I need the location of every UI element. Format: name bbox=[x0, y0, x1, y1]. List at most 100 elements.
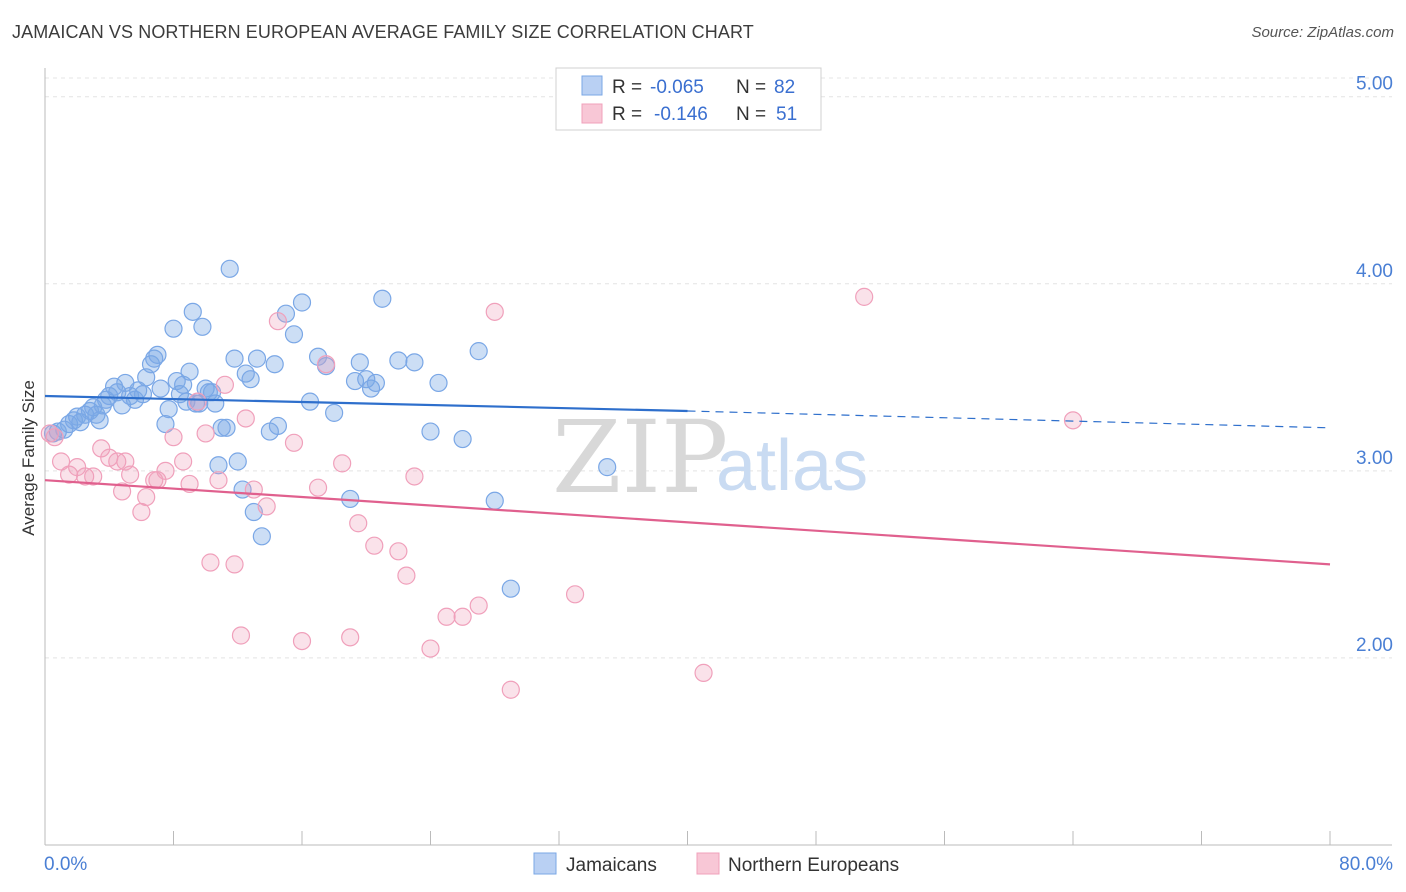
point-jamaicans bbox=[268, 416, 288, 436]
point-jamaicans bbox=[284, 325, 304, 344]
bottom-legend-swatch-northern-europeans bbox=[696, 852, 720, 875]
point-northern-europeans bbox=[164, 428, 183, 447]
legend-n-value-2: 51 bbox=[776, 104, 797, 125]
y-tick-label: 4.00 bbox=[1356, 261, 1393, 282]
point-jamaicans bbox=[598, 458, 617, 477]
point-jamaicans bbox=[159, 400, 178, 419]
trend-line-northern-europeans bbox=[44, 479, 1331, 566]
point-northern-europeans bbox=[292, 631, 312, 651]
point-jamaicans bbox=[141, 355, 161, 374]
trend-lines bbox=[44, 394, 1331, 566]
watermark: ZIP atlas bbox=[552, 399, 868, 516]
point-northern-europeans bbox=[174, 452, 193, 471]
x-tick-label-min: 0.0% bbox=[44, 854, 87, 875]
point-jamaicans bbox=[325, 403, 344, 422]
legend-swatch-jamaicans bbox=[581, 75, 603, 96]
legend-swatch-northern-europeans bbox=[581, 103, 603, 124]
legend-r-value-1: -0.065 bbox=[650, 77, 704, 98]
point-northern-europeans bbox=[51, 452, 71, 471]
point-northern-europeans bbox=[437, 607, 456, 626]
point-northern-europeans bbox=[421, 639, 440, 658]
point-jamaicans bbox=[361, 379, 381, 398]
point-northern-europeans bbox=[121, 465, 140, 484]
point-northern-europeans bbox=[188, 392, 207, 411]
series-jamaicans-points bbox=[43, 259, 617, 598]
point-jamaicans bbox=[55, 420, 74, 439]
bottom-legend: Jamaicans Northern Europeans bbox=[533, 852, 899, 876]
legend-r-label-1: R = bbox=[612, 77, 642, 98]
point-jamaicans bbox=[87, 405, 106, 424]
point-northern-europeans bbox=[196, 424, 215, 443]
point-northern-europeans bbox=[244, 480, 263, 499]
point-northern-europeans bbox=[231, 626, 251, 645]
point-jamaicans bbox=[485, 491, 504, 510]
point-jamaicans bbox=[429, 373, 448, 393]
chart-title: JAMAICAN VS NORTHERN EUROPEAN AVERAGE FA… bbox=[12, 22, 754, 42]
x-tick-label-max: 80.0% bbox=[1339, 854, 1393, 875]
point-jamaicans bbox=[345, 371, 365, 391]
point-northern-europeans bbox=[137, 487, 156, 507]
point-northern-europeans bbox=[485, 302, 504, 321]
bottom-legend-label-northern-europeans: Northern Europeans bbox=[728, 855, 899, 876]
y-tick-labels: 2.00 3.00 4.00 5.00 bbox=[1356, 74, 1393, 656]
point-jamaicans bbox=[366, 373, 385, 393]
point-jamaicans bbox=[405, 353, 424, 372]
point-northern-europeans bbox=[469, 596, 488, 615]
point-northern-europeans bbox=[501, 680, 520, 699]
point-jamaicans bbox=[225, 349, 244, 368]
point-jamaicans bbox=[193, 317, 212, 336]
point-northern-europeans bbox=[45, 428, 64, 447]
point-jamaicans bbox=[90, 411, 109, 430]
point-northern-europeans bbox=[333, 454, 352, 473]
point-northern-europeans bbox=[694, 663, 713, 682]
point-jamaicans bbox=[180, 362, 199, 381]
point-northern-europeans bbox=[180, 474, 199, 494]
point-northern-europeans bbox=[215, 375, 234, 394]
point-northern-europeans bbox=[365, 536, 384, 555]
point-jamaicans bbox=[151, 379, 170, 398]
point-jamaicans bbox=[104, 377, 124, 396]
point-jamaicans bbox=[252, 527, 271, 546]
point-northern-europeans bbox=[855, 287, 874, 306]
legend-box: R = -0.065 N = 82 R = -0.146 N = 51 bbox=[555, 67, 822, 131]
point-jamaicans bbox=[350, 353, 369, 372]
y-tick-label: 2.00 bbox=[1356, 635, 1393, 656]
watermark-zip: ZIP bbox=[552, 399, 728, 516]
point-jamaicans bbox=[265, 355, 284, 374]
point-jamaicans bbox=[247, 349, 267, 368]
axes bbox=[44, 68, 1392, 846]
point-jamaicans bbox=[389, 351, 408, 370]
point-jamaicans bbox=[148, 345, 167, 364]
trend-line-jamaicans-extension bbox=[687, 410, 1331, 429]
point-northern-europeans bbox=[225, 555, 244, 574]
point-northern-europeans bbox=[236, 409, 255, 428]
point-northern-europeans bbox=[268, 312, 288, 331]
point-jamaicans bbox=[501, 579, 520, 598]
point-northern-europeans bbox=[284, 433, 304, 452]
point-northern-europeans bbox=[405, 467, 424, 486]
point-jamaicans bbox=[453, 429, 472, 449]
legend-n-label-1: N = bbox=[736, 77, 766, 98]
point-jamaicans bbox=[209, 456, 228, 475]
point-northern-europeans bbox=[397, 566, 416, 585]
trend-line-jamaicans bbox=[44, 394, 688, 413]
y-axis-label: Average Family Size bbox=[19, 380, 38, 536]
point-northern-europeans bbox=[84, 467, 103, 486]
bottom-legend-swatch-jamaicans bbox=[533, 852, 557, 875]
point-jamaicans bbox=[217, 418, 236, 437]
point-jamaicans bbox=[421, 422, 440, 441]
point-northern-europeans bbox=[341, 628, 360, 647]
point-northern-europeans bbox=[316, 355, 336, 374]
point-jamaicans bbox=[236, 364, 255, 383]
point-northern-europeans bbox=[201, 553, 220, 572]
point-jamaicans bbox=[164, 319, 183, 338]
x-tick-labels: 0.0% 80.0% bbox=[44, 854, 1393, 875]
point-northern-europeans bbox=[565, 585, 585, 604]
point-jamaicans bbox=[292, 293, 312, 312]
y-tick-label: 3.00 bbox=[1356, 448, 1393, 469]
series-northern-europeans-points bbox=[40, 287, 1083, 699]
legend-r-label-2: R = bbox=[612, 104, 642, 125]
point-jamaicans bbox=[373, 289, 392, 308]
bottom-legend-label-jamaicans: Jamaicans bbox=[566, 855, 657, 876]
point-jamaicans bbox=[228, 452, 247, 471]
